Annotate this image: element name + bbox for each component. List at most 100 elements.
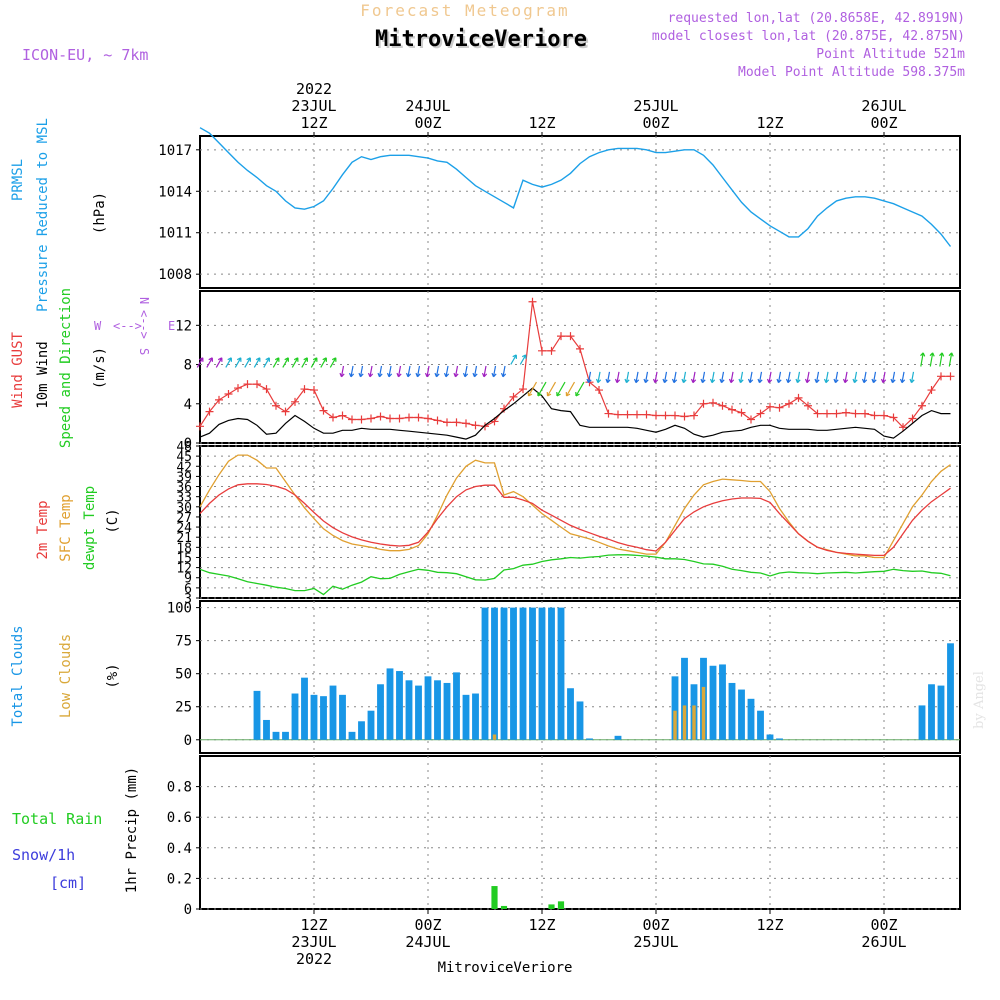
wind-direction-arrow	[329, 357, 337, 368]
rain-bar	[548, 904, 555, 909]
gust-marker	[443, 418, 451, 427]
gust-marker	[338, 411, 347, 420]
wind-direction-arrow	[823, 371, 830, 384]
wind-direction-arrow	[546, 381, 557, 397]
gust-marker	[737, 408, 746, 417]
total-cloud-bar	[367, 710, 375, 740]
rain-bar	[500, 905, 508, 909]
wind-direction-arrow	[291, 357, 299, 368]
temp-2m-label: 2m Temp	[35, 500, 51, 559]
total-cloud-bar	[519, 607, 527, 740]
wind-direction-arrow	[272, 357, 280, 368]
total-cloud-bar	[272, 731, 280, 740]
panel-frame	[199, 135, 961, 289]
wind-direction-arrow	[575, 381, 585, 397]
gust-marker	[528, 297, 537, 306]
rain-bar	[491, 886, 498, 909]
gust-marker	[538, 346, 546, 355]
bottom-time-label: 23JUL	[291, 933, 336, 951]
wind-direction-arrow	[899, 371, 906, 384]
total-cloud-bar	[348, 731, 356, 740]
total-cloud-bar	[928, 684, 935, 740]
y-tick-label: 33	[176, 491, 192, 506]
wind-line	[199, 387, 951, 440]
wind-direction-arrow	[263, 357, 270, 368]
gust-marker	[842, 408, 850, 417]
gust-marker	[395, 414, 404, 423]
y-tick-label: 0.8	[167, 780, 192, 796]
total-cloud-bar	[443, 682, 451, 740]
wind-direction-arrow	[244, 357, 251, 368]
total-cloud-bar	[757, 710, 764, 740]
gust-marker	[766, 402, 774, 411]
gust-marker	[642, 410, 651, 419]
gust-marker	[519, 385, 527, 394]
wind-gust-label: Wind GUST	[10, 332, 26, 408]
model-point-altitude: Model Point Altitude 598.375m	[738, 65, 965, 80]
gust-marker	[557, 332, 565, 341]
y-tick-label: 24	[176, 521, 192, 536]
wind-direction-arrow	[377, 365, 383, 378]
wind-direction-arrow	[814, 371, 820, 384]
gust-marker	[243, 380, 252, 389]
top-time-label: 12Z	[528, 114, 555, 132]
low-cloud-bar	[673, 710, 677, 740]
gust-marker	[471, 421, 480, 430]
top-time-label: 23JUL	[291, 97, 336, 115]
total-cloud-bar	[415, 685, 422, 740]
total-cloud-bar	[377, 684, 384, 740]
credit-watermark: by Angel	[972, 671, 987, 729]
gust-marker	[272, 401, 280, 410]
total-cloud-bar	[728, 682, 736, 740]
pressure-label-msl: Pressure Reduced to MSL	[35, 118, 51, 312]
total-cloud-bar	[510, 607, 517, 740]
wind-direction-arrow	[225, 357, 232, 368]
total-cloud-bar	[538, 607, 546, 740]
total-cloud-bar	[462, 694, 470, 740]
wind-direction-arrow	[424, 365, 431, 378]
wind-direction-arrow	[253, 357, 261, 368]
gust-marker	[699, 399, 708, 408]
gust-marker	[718, 401, 727, 410]
wind-direction-arrow	[929, 352, 935, 367]
wind-direction-arrow	[586, 371, 592, 384]
total-cloud-bar	[709, 665, 717, 740]
wind-direction-arrow	[880, 371, 887, 384]
wind-direction-arrow	[510, 354, 517, 365]
gust-marker	[870, 411, 879, 420]
compass-w: W	[94, 319, 102, 333]
bottom-time-label: 12Z	[756, 916, 783, 934]
gust-marker	[576, 344, 584, 353]
wind-direction-arrow	[434, 365, 440, 378]
wind-direction-arrow	[842, 371, 849, 384]
wind-direction-arrow	[719, 371, 725, 384]
panel-precip: 0 0.2 0.4 0.6 0.8	[167, 755, 961, 918]
wind-direction-arrow	[738, 371, 744, 384]
gust-marker	[756, 409, 765, 418]
wind-direction-arrow	[861, 371, 868, 384]
gust-marker	[813, 409, 822, 418]
wind-direction-arrow	[652, 371, 659, 384]
gust-marker	[899, 423, 907, 432]
total-cloud-bar	[747, 698, 755, 740]
wind-direction-arrow	[852, 371, 858, 384]
wind-direction-arrow	[909, 371, 915, 384]
gust-marker	[880, 411, 888, 420]
total-cloud-bar	[614, 735, 622, 740]
total-cloud-bar	[339, 694, 346, 740]
gust-marker	[376, 412, 385, 421]
wind-direction-arrow	[556, 381, 566, 397]
gust-marker	[918, 401, 926, 410]
total-cloud-bar	[529, 607, 536, 740]
y-tick-label: 27	[176, 511, 192, 526]
gust-marker	[234, 384, 242, 393]
wind-direction-arrow	[948, 352, 954, 367]
total-cloud-bar	[329, 685, 337, 740]
gust-marker	[281, 407, 290, 416]
wind-direction-arrow	[795, 371, 801, 384]
wind-direction-arrow	[671, 371, 678, 384]
wind-direction-label: Speed and Direction	[58, 288, 74, 448]
bottom-time-label: 26JUL	[861, 933, 906, 951]
panel-frame	[199, 600, 961, 754]
